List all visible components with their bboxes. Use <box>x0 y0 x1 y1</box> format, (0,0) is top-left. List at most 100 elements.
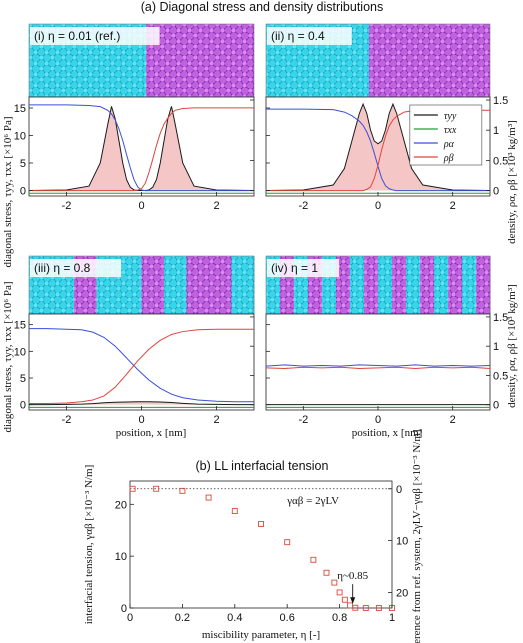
tension-plot-frame <box>129 480 393 609</box>
y-tick-label-right: 1.5 <box>493 95 508 107</box>
series-line-tyy <box>29 401 254 406</box>
series-line-rho_b <box>266 109 490 192</box>
snapshot-strip <box>392 256 407 314</box>
panel-label: (iii) η = 0.8 <box>34 261 91 275</box>
x-tick-label: 1 <box>389 612 395 624</box>
x-tick-label: 0 <box>375 414 381 426</box>
panel-label: (iv) η = 1 <box>271 261 318 275</box>
series-line-rho_b <box>29 107 254 192</box>
data-point <box>331 579 338 586</box>
x-tick-label: -2 <box>298 414 308 426</box>
x-tick-label: 2 <box>213 200 219 212</box>
snapshot-strip <box>434 256 449 314</box>
series-line-rho_a <box>29 328 254 403</box>
snapshot-strip <box>141 256 165 314</box>
data-point <box>179 487 186 494</box>
snapshot-strip <box>186 256 210 314</box>
y-tick-label-left: 0 <box>20 400 26 412</box>
panel-label: (i) η = 0.01 (ref.) <box>34 29 120 43</box>
reference-label: γαβ = 2γLV <box>286 495 339 507</box>
y-tick-label-left: 5 <box>20 373 26 385</box>
snapshot-beta-region <box>369 24 490 97</box>
tyy-fill <box>266 104 490 191</box>
snapshot-strip <box>406 256 421 314</box>
panel-label-background <box>267 27 352 45</box>
y-tick-label-right: 20 <box>396 587 408 599</box>
x-tick-label: 0 <box>127 612 133 624</box>
snapshot-strip <box>420 256 435 314</box>
snapshot-strip <box>462 256 477 314</box>
data-point <box>231 508 238 515</box>
tension-ylabel-right: difference from ref. system, 2γLV−γαβ [×… <box>411 429 423 643</box>
y-tick-label-right: 10 <box>396 536 408 548</box>
y-tick-label-left: 0 <box>20 186 26 198</box>
x-tick-label: -2 <box>62 414 72 426</box>
y-tick-label-left: 20 <box>115 499 127 511</box>
panel-2: (ii) η = 0.4 -2 0 2 0 0.5 1 1.5 τyy τxx ρα ρβ <box>265 23 508 212</box>
tension-xlabel: miscibility parameter, η [-] <box>202 629 320 641</box>
legend-label: τxx <box>444 125 457 136</box>
y-tick-label-left: 10 <box>14 346 26 358</box>
y-tick-label-right: 1.5 <box>493 312 508 324</box>
data-point <box>258 521 264 527</box>
panel-3: (iii) η = 0.8 -2 0 2 0 5 10 15 <box>14 255 255 426</box>
legend-label: ρα <box>443 139 455 150</box>
data-point <box>375 605 382 611</box>
panel-label: (ii) η = 0.4 <box>271 29 325 43</box>
data-point <box>284 539 291 546</box>
legend-label: ρβ <box>443 153 454 164</box>
x-tick-label: 0.4 <box>227 612 242 624</box>
x-tick-label: 0.2 <box>175 612 190 624</box>
y-tick-label-left: 5 <box>20 158 26 170</box>
x-tick-label: 0 <box>138 414 144 426</box>
y-tick-label-right: 0 <box>396 484 402 496</box>
series-line-rho_a <box>29 104 254 192</box>
x-tick-label: 2 <box>450 200 456 212</box>
data-point <box>323 569 330 576</box>
data-point <box>362 605 369 611</box>
data-point <box>352 604 359 611</box>
snapshot-strip <box>231 256 255 314</box>
data-point <box>153 485 160 492</box>
figure-title-a: (a) Diagonal stress and density distribu… <box>141 0 383 14</box>
y-tick-label-right: 0.5 <box>493 155 508 167</box>
data-point <box>336 589 343 596</box>
tension-ylabel-left: interfacial tension, γαβ [×10⁻³ N/m] <box>83 465 95 625</box>
y-tick-label-left: 15 <box>14 103 26 115</box>
series-line-tyy <box>28 106 255 191</box>
snapshot-strip <box>350 256 365 314</box>
snapshot-strip <box>336 256 351 314</box>
left-ylabel-top: diagonal stress, τyy, τxx [×10⁶ Pa] <box>2 116 14 267</box>
panel-1: (i) η = 0.01 (ref.) -2 0 2 0 5 10 15 <box>14 23 255 212</box>
x-tick-label: -2 <box>298 200 308 212</box>
plot-frame <box>265 313 491 411</box>
y-tick-label-right: 1 <box>493 125 499 137</box>
y-tick-label-right: 0 <box>493 400 499 412</box>
right-ylabel-bottom: density, ρα, ρβ [×10³ kg/m³] <box>506 284 518 408</box>
x-tick-label: 0.6 <box>280 612 295 624</box>
tyy-fill <box>29 401 254 405</box>
snapshot-strip <box>209 256 232 314</box>
panel-label-background <box>267 259 339 277</box>
panel-4: (iv) η = 1 -2 0 2 0 0.5 1 1.5 <box>265 255 508 426</box>
y-tick-label-left: 10 <box>115 551 127 563</box>
x-tick-label: 0 <box>375 200 381 212</box>
right-ylabel-top: density, ρα, ρβ [×10³ kg/m³] <box>506 120 518 244</box>
snapshot-strip <box>448 256 463 314</box>
panel-label-background <box>30 27 160 45</box>
snapshot-strip <box>476 256 491 314</box>
y-tick-label-left: 15 <box>14 320 26 332</box>
snapshot-strip <box>119 256 142 314</box>
annotation-label: η~0.85 <box>337 570 368 582</box>
figure-title-b: (b) LL interfacial tension <box>196 459 329 473</box>
series-line-rho_b <box>29 328 254 405</box>
series-line-rho_a <box>265 364 491 367</box>
y-tick-label-left: 10 <box>14 131 26 143</box>
y-tick-label-left: 0 <box>121 603 127 615</box>
series-line-tyy <box>265 102 491 191</box>
panel-label-background <box>30 259 122 277</box>
y-tick-label-right: 0.5 <box>493 370 508 382</box>
